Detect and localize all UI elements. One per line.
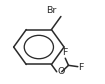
Text: Br: Br [46,6,56,15]
Text: F: F [62,48,67,57]
Text: O: O [57,67,65,76]
Text: F: F [78,63,84,72]
